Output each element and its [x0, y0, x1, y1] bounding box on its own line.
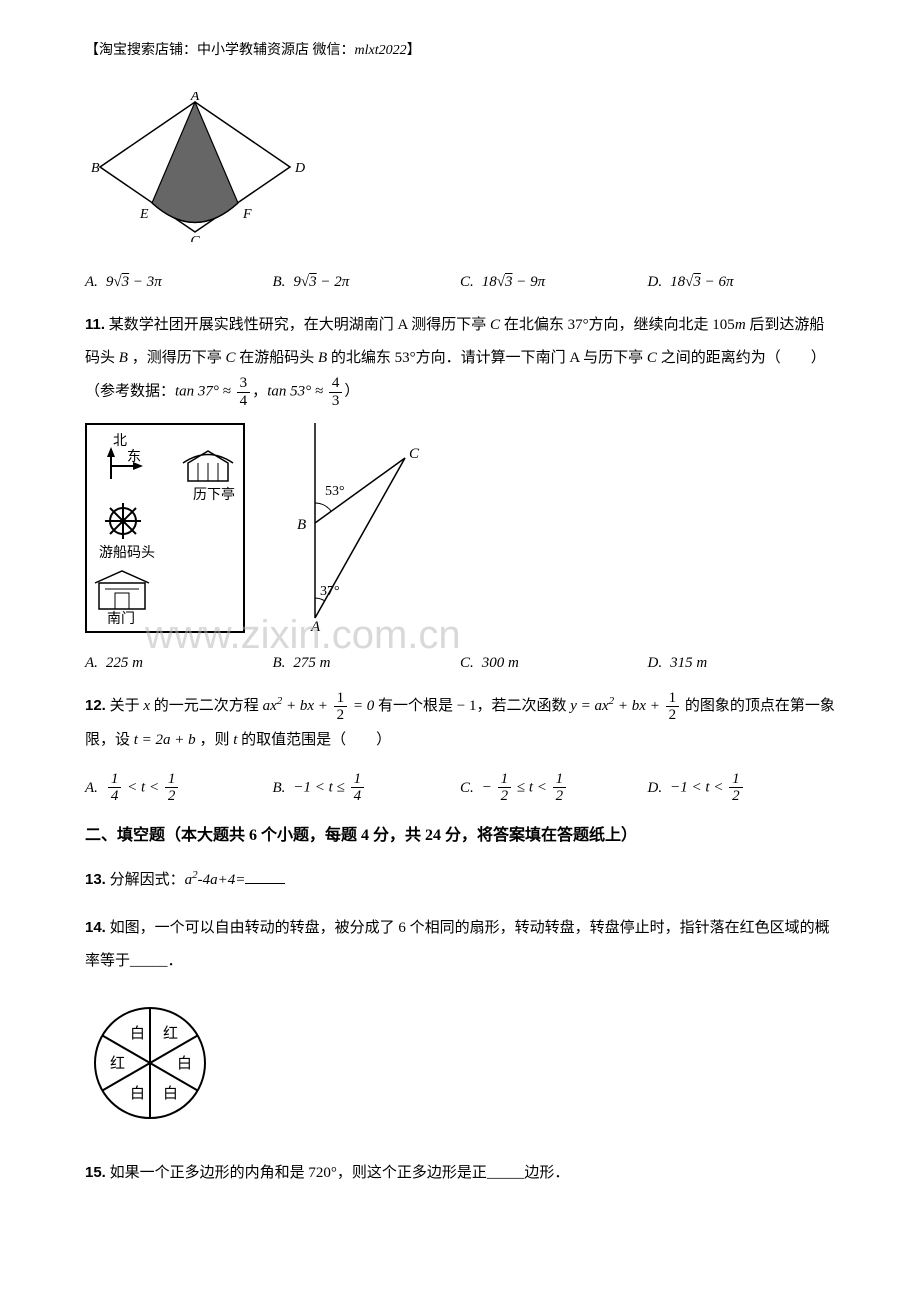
q11-map: 北 东 历下亭 游船码头 — [85, 423, 245, 633]
header-close: 】 — [407, 43, 421, 58]
svg-text:东: 东 — [127, 449, 141, 465]
choice-label: B. — [273, 270, 286, 294]
choice-label: A. — [85, 270, 98, 294]
q11-choice-b[interactable]: B. 275 m — [273, 651, 461, 675]
q10-choices: A. 9√3 − 3π B. 9√3 − 2π C. 18√3 − 9π D. … — [85, 270, 835, 294]
q10-choice-b[interactable]: B. 9√3 − 2π — [273, 270, 461, 294]
q12-choice-c[interactable]: C. − 12 ≤ t < 12 — [460, 771, 648, 805]
q15: 15. 如果一个正多边形的内角和是 720°，则这个正多边形是正_____边形． — [85, 1156, 835, 1190]
q13-blank — [245, 883, 285, 884]
q10-choice-a[interactable]: A. 9√3 − 3π — [85, 270, 273, 294]
q10-choice-d[interactable]: D. 18√3 − 6π — [648, 270, 836, 294]
svg-text:F: F — [242, 207, 252, 222]
q14: 14. 如图，一个可以自由转动的转盘，被分成了 6 个相同的扇形，转动转盘，转盘… — [85, 911, 835, 978]
q11-text: 某数学社团开展实践性研究，在大明湖南门 A 测得历下亭 — [105, 317, 490, 333]
choice-expr: 18√3 − 9π — [482, 270, 545, 294]
q11-figures: 北 东 历下亭 游船码头 — [85, 423, 835, 641]
svg-text:C: C — [409, 446, 420, 462]
svg-text:游船码头: 游船码头 — [99, 545, 155, 561]
q11: 11. 某数学社团开展实践性研究，在大明湖南门 A 测得历下亭 C 在北偏东 3… — [85, 308, 835, 409]
q11-choice-c[interactable]: C. 300 m — [460, 651, 648, 675]
spinner-figure: 白 红 白 白 白 红 — [85, 998, 835, 1136]
q11-choice-d[interactable]: D. 315 m — [648, 651, 836, 675]
choice-expr: 9√3 − 2π — [293, 270, 349, 294]
svg-text:A: A — [310, 619, 321, 633]
q12-choice-a[interactable]: A. 14 < t < 12 — [85, 771, 273, 805]
q11-triangle: 53° 37° B C A — [275, 423, 435, 641]
svg-text:南门: 南门 — [107, 611, 135, 627]
q12: 12. 关于 x 的一元二次方程 ax2 + bx + 12 = 0 有一个根是… — [85, 689, 835, 757]
choice-label: C. — [460, 270, 474, 294]
svg-text:白: 白 — [177, 1055, 192, 1072]
q10-choice-c[interactable]: C. 18√3 − 9π — [460, 270, 648, 294]
q11-choices: A. 225 m B. 275 m C. 300 m D. 315 m — [85, 651, 835, 675]
svg-text:A: A — [190, 92, 200, 104]
svg-text:北: 北 — [113, 433, 127, 449]
page-header: 【淘宝搜索店铺：中小学教辅资源店 微信：mlxt2022】 — [85, 40, 835, 62]
choice-expr: 18√3 − 6π — [670, 270, 733, 294]
choice-expr: 9√3 − 3π — [106, 270, 162, 294]
q11-choice-a[interactable]: A. 225 m — [85, 651, 273, 675]
q11-num: 11. — [85, 316, 105, 333]
rhombus-figure: A B D C E F — [85, 92, 835, 250]
svg-text:白: 白 — [130, 1025, 145, 1042]
q12-choices: A. 14 < t < 12 B. −1 < t ≤ 14 C. − 12 ≤ … — [85, 771, 835, 805]
svg-text:B: B — [91, 161, 100, 176]
svg-text:白: 白 — [163, 1085, 178, 1102]
svg-text:红: 红 — [163, 1025, 178, 1042]
svg-text:红: 红 — [110, 1055, 125, 1072]
svg-text:53°: 53° — [325, 484, 345, 499]
svg-text:白: 白 — [130, 1085, 145, 1102]
svg-text:D: D — [294, 161, 305, 176]
svg-text:37°: 37° — [320, 584, 340, 599]
choice-label: D. — [648, 270, 663, 294]
header-wechat: mlxt2022 — [355, 43, 407, 58]
header-text: 【淘宝搜索店铺：中小学教辅资源店 微信： — [85, 43, 355, 58]
q12-choice-d[interactable]: D. −1 < t < 12 — [648, 771, 836, 805]
q13: 13. 分解因式：a2-4a+4= — [85, 863, 835, 897]
section2-title: 二、填空题（本大题共 6 个小题，每题 4 分，共 24 分，将答案填在答题纸上… — [85, 823, 835, 849]
svg-text:E: E — [139, 207, 149, 222]
q12-choice-b[interactable]: B. −1 < t ≤ 14 — [273, 771, 461, 805]
svg-text:历下亭: 历下亭 — [193, 486, 235, 503]
svg-text:C: C — [190, 234, 200, 242]
svg-text:B: B — [297, 517, 306, 533]
